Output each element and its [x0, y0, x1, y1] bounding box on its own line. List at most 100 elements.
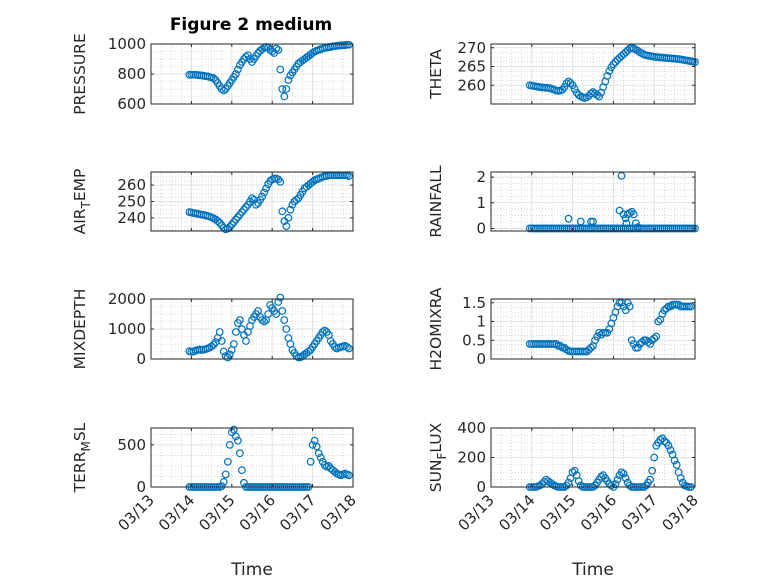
data-point [225, 440, 234, 449]
data-point [284, 76, 293, 84]
data-point [260, 188, 269, 197]
data-point [314, 449, 323, 458]
data-point [242, 337, 250, 345]
data-point [217, 337, 226, 345]
axes-box [150, 427, 354, 488]
data-point [666, 446, 675, 455]
y-tick-label: 270 [457, 39, 486, 57]
data-point [589, 217, 597, 226]
data-point [576, 217, 585, 226]
data-point [237, 466, 246, 475]
data-point [595, 92, 604, 101]
data-point [274, 46, 283, 54]
data-point [284, 213, 293, 222]
y-axis-label: RAINFALL [427, 165, 445, 238]
y-tick-label: 500 [117, 436, 146, 454]
y-tick-label: 0 [136, 350, 146, 368]
series-1 [185, 40, 353, 101]
y-axis-label-main: THETA [427, 49, 445, 100]
y-axis-label-tail: EMP [71, 169, 89, 202]
y-tick-label: 260 [117, 176, 146, 194]
data-point [282, 222, 291, 230]
y-axis-label: THETA [427, 49, 445, 100]
data-point [607, 481, 616, 490]
y-tick-label: 0 [136, 478, 146, 496]
data-point [603, 71, 612, 80]
data-point [613, 475, 622, 484]
data-point [574, 477, 583, 486]
data-point [345, 344, 353, 353]
x-axis-label: Time [230, 560, 273, 580]
plot-area [151, 428, 353, 487]
data-point [650, 453, 659, 462]
data-point [280, 92, 289, 101]
data-point [330, 467, 339, 476]
data-point [217, 482, 226, 491]
data-point [687, 302, 695, 311]
data-point [652, 332, 661, 341]
data-point [217, 221, 226, 230]
data-point [568, 81, 577, 90]
figure-title: Figure 2 medium [170, 15, 332, 35]
y-axis-label-subscript: M [79, 441, 93, 451]
data-point [574, 91, 583, 99]
data-point [658, 310, 667, 318]
data-point [213, 217, 222, 226]
data-point [272, 44, 281, 53]
y-axis-label-main: TERR [71, 451, 89, 493]
data-point [292, 195, 301, 204]
axes-box [490, 298, 696, 360]
data-point [629, 210, 638, 219]
data-point [276, 65, 285, 74]
data-point [308, 440, 317, 449]
series-1 [525, 224, 699, 233]
data-point [556, 341, 565, 350]
y-axis-label-subscript: T [79, 200, 93, 209]
data-point [231, 215, 240, 224]
y-tick-label: 0 [476, 219, 486, 237]
data-point [621, 474, 630, 483]
y-axis-label-main: RAINFALL [427, 165, 445, 238]
y-tick-label: 260 [457, 76, 486, 94]
data-point [312, 442, 321, 451]
y-tick-label: 0 [476, 350, 486, 368]
data-point [650, 334, 659, 343]
data-point [306, 457, 315, 466]
data-point [231, 70, 240, 78]
subplot-1: 600 800 1000 PRESSURE [71, 33, 354, 115]
data-point [215, 328, 224, 336]
data-point [231, 432, 240, 441]
data-point [345, 172, 353, 180]
y-axis-label-main: H2OMIXRA [427, 287, 445, 370]
y-tick-label: 0.5 [462, 331, 486, 349]
subplot-6: 00.511.5 H2OMIXRA [427, 287, 696, 371]
y-tick-label: 1 [476, 313, 486, 331]
y-tick-label: 600 [117, 95, 146, 113]
y-axis-label: PRESSURE [71, 33, 89, 115]
data-point [258, 192, 267, 201]
data-point [593, 91, 601, 99]
data-point [219, 86, 228, 95]
data-point [233, 436, 242, 445]
data-point [633, 46, 642, 55]
subplot-5: 0 1000 2000 MIXDEPTH [71, 289, 354, 369]
data-point [564, 478, 573, 487]
y-tick-label: 1000 [108, 35, 146, 53]
data-point [217, 85, 226, 93]
data-point [225, 350, 234, 359]
data-point [633, 343, 642, 352]
data-point [286, 205, 295, 214]
data-point [664, 441, 673, 450]
data-point [237, 208, 246, 217]
data-point [248, 194, 256, 203]
data-point [552, 340, 561, 348]
axes-box [490, 43, 696, 105]
data-point [223, 224, 232, 233]
data-point [235, 316, 244, 324]
data-point [676, 474, 685, 483]
data-point [209, 74, 218, 83]
data-point [274, 175, 283, 184]
data-point [272, 310, 281, 318]
